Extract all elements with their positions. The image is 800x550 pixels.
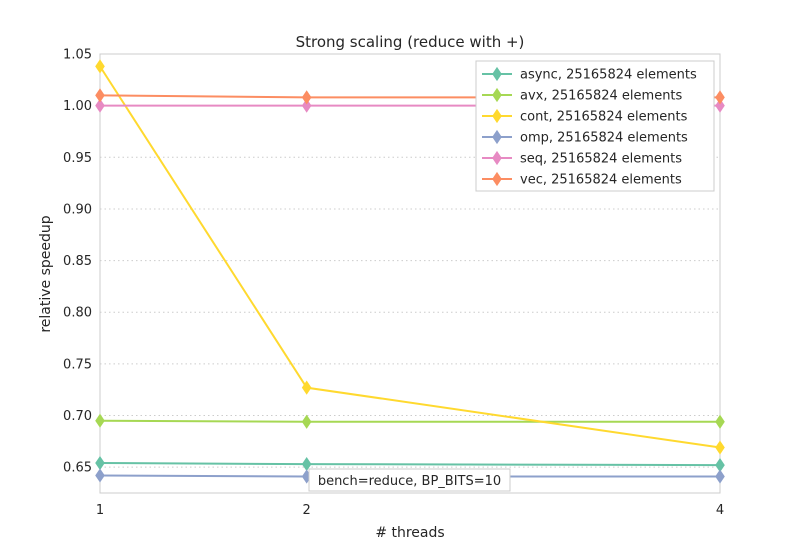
- annotation-text: bench=reduce, BP_BITS=10: [318, 474, 501, 489]
- legend-label: avx, 25165824 elements: [520, 89, 683, 104]
- annotation-frame: [308, 468, 511, 492]
- data-point: [715, 98, 725, 113]
- x-axis: 1 2 4: [96, 503, 724, 518]
- x-axis-label: # threads: [375, 525, 444, 541]
- series-2: [95, 59, 725, 455]
- y-tick-label: 0.75: [63, 357, 92, 372]
- legend-frame: [475, 60, 715, 192]
- legend-marker: [492, 87, 502, 103]
- data-point: [95, 88, 105, 103]
- annotation-box: bench=reduce, BP_BITS=10: [308, 468, 511, 492]
- y-tick-label: 0.70: [63, 409, 92, 424]
- series-3: [95, 468, 725, 484]
- data-point: [301, 90, 312, 105]
- y-tick-label: 1.05: [63, 48, 92, 63]
- legend-label: omp, 25165824 elements: [520, 131, 688, 146]
- y-tick-label: 0.85: [63, 254, 92, 269]
- data-point: [95, 98, 105, 113]
- series-1: [95, 413, 725, 429]
- legend-entry-0: async, 25165824 elements: [482, 66, 697, 83]
- plot-frame: [99, 53, 721, 494]
- data-point: [301, 414, 312, 429]
- data-point: [715, 469, 725, 484]
- y-tick-label: 0.95: [63, 151, 92, 166]
- y-tick-label: 0.90: [63, 202, 92, 217]
- data-point: [95, 468, 105, 483]
- legend-entry-2: cont, 25165824 elements: [482, 108, 688, 125]
- x-tick-label: 2: [303, 503, 311, 518]
- y-tick-label: 0.80: [63, 306, 92, 321]
- y-tick-label: 1.00: [63, 99, 92, 114]
- y-axis-label: relative speedup: [38, 215, 54, 332]
- legend-marker: [492, 150, 502, 166]
- data-point: [301, 380, 312, 395]
- legend-label: vec, 25165824 elements: [520, 173, 682, 188]
- legend-label: async, 25165824 elements: [520, 68, 697, 83]
- y-tick-label: 0.65: [63, 461, 92, 476]
- legend: async, 25165824 elements avx, 25165824 el…: [475, 60, 715, 192]
- series-line: [99, 419, 720, 423]
- legend-entry-4: seq, 25165824 elements: [482, 150, 682, 167]
- chart-title: Strong scaling (reduce with +): [296, 33, 525, 51]
- data-point: [95, 59, 105, 74]
- data-point: [715, 414, 725, 429]
- data-point: [715, 440, 725, 455]
- legend-label: cont, 25165824 elements: [520, 110, 688, 125]
- x-tick-label: 4: [716, 503, 724, 518]
- legend-marker: [492, 66, 502, 82]
- y-axis: 0.65 0.70 0.75 0.80 0.85 0.90 0.95 1.00 1.05: [63, 48, 92, 476]
- x-tick-label: 1: [96, 503, 104, 518]
- legend-entry-3: omp, 25165824 elements: [482, 129, 688, 146]
- legend-entry-1: avx, 25165824 elements: [482, 87, 683, 104]
- legend-marker: [492, 108, 502, 124]
- legend-marker: [492, 129, 502, 145]
- legend-marker: [492, 171, 502, 187]
- data-point: [301, 98, 312, 113]
- data-point: [715, 90, 725, 105]
- legend-entry-5: vec, 25165824 elements: [482, 171, 682, 188]
- data-point: [95, 413, 105, 428]
- legend-label: seq, 25165824 elements: [520, 152, 682, 167]
